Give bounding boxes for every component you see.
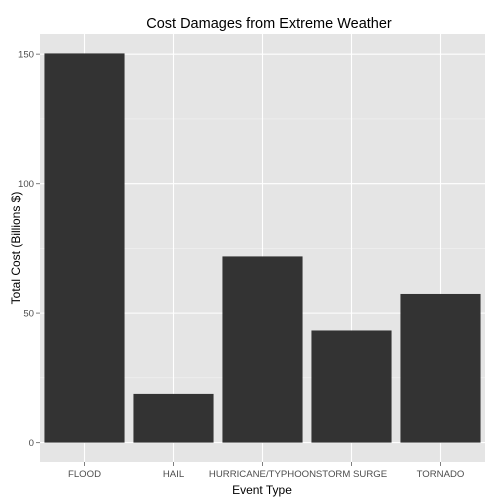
x-tick-label: HAIL [163,469,185,480]
x-tick-label: STORM SURGE [316,469,387,480]
y-tick-label: 0 [29,438,34,449]
y-tick-label: 150 [18,50,34,61]
y-axis-title: Total Cost (Billions $) [9,192,23,305]
y-axis-ticks: 0 50 100 150 [18,50,40,449]
bar-storm-surge [311,330,392,443]
x-axis-title: Event Type [232,483,292,497]
chart-title: Cost Damages from Extreme Weather [146,16,392,32]
x-tick-label: HURRICANE/TYPHOON [209,469,316,480]
bar-hail [133,393,214,443]
bar-hurricane-typhoon [222,256,303,443]
y-tick-label: 50 [23,309,34,320]
x-tick-label: FLOOD [68,469,101,480]
x-tick-label: TORNADO [417,469,465,480]
bar-flood [44,53,125,443]
y-tick-label: 100 [18,179,34,190]
bars [44,53,481,443]
x-axis-ticks: FLOOD HAIL HURRICANE/TYPHOON STORM SURGE TOR… [68,462,464,480]
bar-tornado [400,293,481,443]
